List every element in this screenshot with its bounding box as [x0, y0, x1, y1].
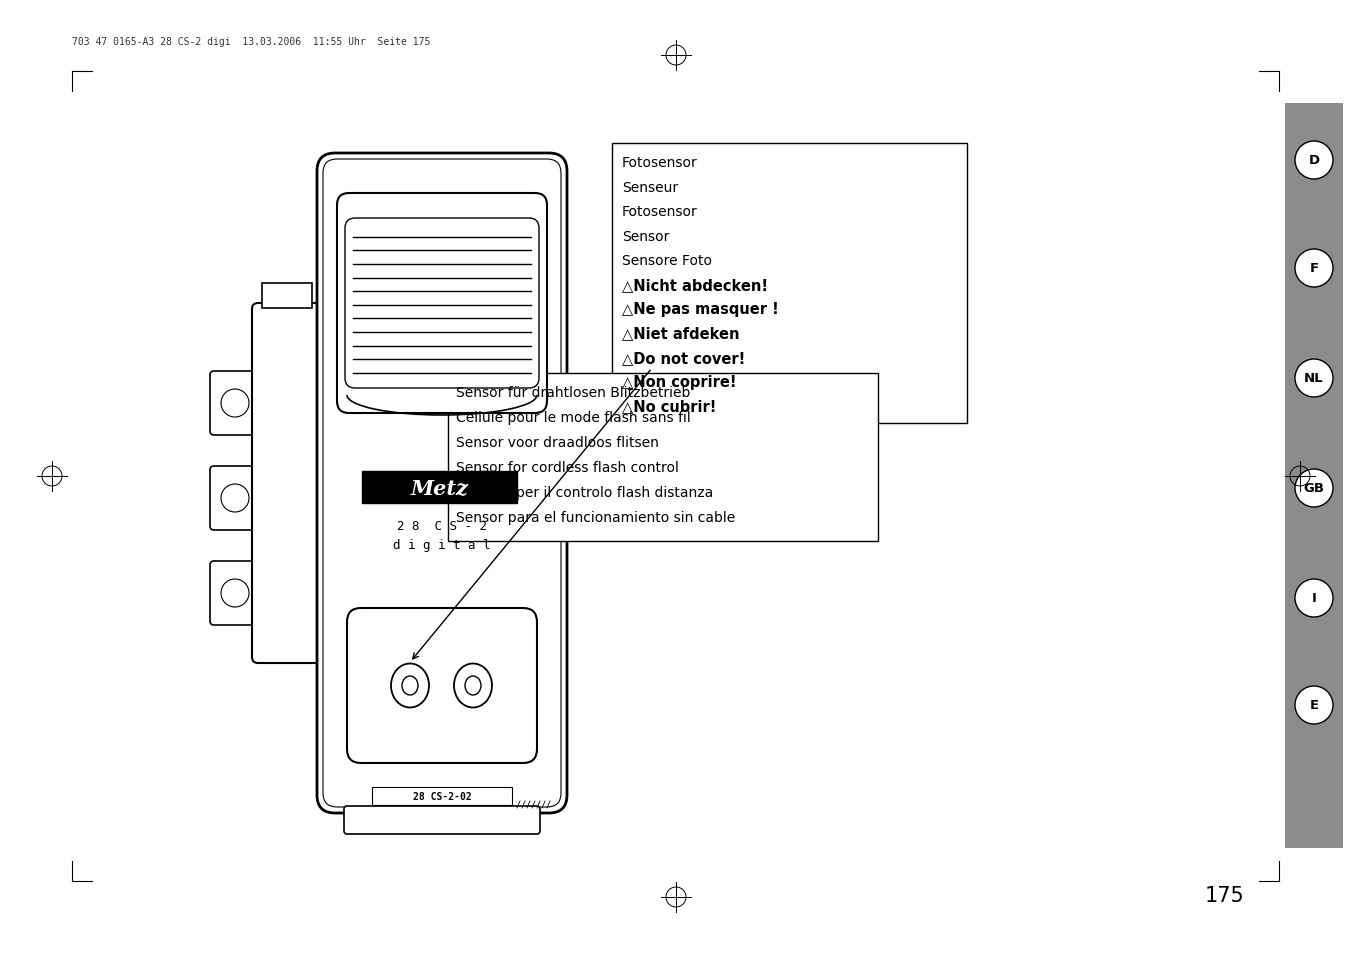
- Circle shape: [1296, 250, 1333, 288]
- Bar: [362, 472, 517, 503]
- Text: Sensor para el funcionamiento sin cable: Sensor para el funcionamiento sin cable: [457, 510, 735, 524]
- Text: △No cubrir!: △No cubrir!: [621, 399, 716, 414]
- Text: Sensore Foto: Sensore Foto: [621, 253, 712, 268]
- Circle shape: [1296, 470, 1333, 507]
- Text: Sensor for cordless flash control: Sensor for cordless flash control: [457, 460, 678, 475]
- Circle shape: [1296, 579, 1333, 618]
- Text: △Ne pas masquer !: △Ne pas masquer !: [621, 302, 778, 316]
- Text: Fotosensor: Fotosensor: [621, 156, 697, 171]
- Text: F: F: [1309, 262, 1319, 275]
- Text: Sensor voor draadloos flitsen: Sensor voor draadloos flitsen: [457, 436, 659, 449]
- FancyBboxPatch shape: [317, 153, 567, 813]
- Ellipse shape: [403, 677, 417, 696]
- Text: D: D: [1308, 154, 1320, 168]
- Text: 175: 175: [1205, 885, 1244, 905]
- Circle shape: [222, 390, 249, 417]
- Bar: [372, 787, 512, 805]
- Text: Sensore per il controlo flash distanza: Sensore per il controlo flash distanza: [457, 485, 713, 499]
- Bar: [612, 144, 967, 423]
- Text: E: E: [1309, 699, 1319, 712]
- FancyBboxPatch shape: [347, 608, 536, 763]
- FancyBboxPatch shape: [345, 219, 539, 389]
- Text: 28 CS-2-02: 28 CS-2-02: [412, 791, 471, 801]
- Text: I: I: [1312, 592, 1316, 605]
- Text: △Non coprire!: △Non coprire!: [621, 375, 736, 390]
- Circle shape: [222, 579, 249, 607]
- Text: Fotosensor: Fotosensor: [621, 205, 697, 219]
- Text: Sensor für drahtlosen Blitzbetrieb: Sensor für drahtlosen Blitzbetrieb: [457, 385, 690, 399]
- Text: △Nicht abdecken!: △Nicht abdecken!: [621, 277, 767, 293]
- FancyBboxPatch shape: [336, 193, 547, 414]
- Ellipse shape: [454, 664, 492, 708]
- Text: NL: NL: [1304, 372, 1324, 385]
- FancyBboxPatch shape: [209, 372, 259, 436]
- Circle shape: [1296, 359, 1333, 397]
- Text: △Do not cover!: △Do not cover!: [621, 351, 746, 365]
- Text: 2 8  C S - 2: 2 8 C S - 2: [397, 519, 486, 532]
- Text: 703 47 0165-A3 28 CS-2 digi  13.03.2006  11:55 Uhr  Seite 175: 703 47 0165-A3 28 CS-2 digi 13.03.2006 1…: [72, 37, 431, 47]
- Text: Metz: Metz: [411, 477, 469, 497]
- Text: GB: GB: [1304, 482, 1324, 495]
- Text: Sensor: Sensor: [621, 230, 669, 243]
- Text: Cellule pour le mode flash sans fil: Cellule pour le mode flash sans fil: [457, 411, 690, 424]
- FancyBboxPatch shape: [345, 806, 540, 834]
- Text: Senseur: Senseur: [621, 181, 678, 194]
- Bar: [262, 284, 312, 309]
- Ellipse shape: [465, 677, 481, 696]
- Bar: [1285, 104, 1343, 848]
- Circle shape: [1296, 142, 1333, 180]
- Text: d i g i t a l: d i g i t a l: [393, 539, 490, 552]
- FancyBboxPatch shape: [209, 467, 259, 531]
- FancyBboxPatch shape: [209, 561, 259, 625]
- Circle shape: [1296, 686, 1333, 724]
- FancyBboxPatch shape: [253, 304, 322, 663]
- Bar: [449, 374, 878, 541]
- Ellipse shape: [390, 664, 430, 708]
- Text: △Niet afdeken: △Niet afdeken: [621, 326, 739, 341]
- Circle shape: [222, 484, 249, 513]
